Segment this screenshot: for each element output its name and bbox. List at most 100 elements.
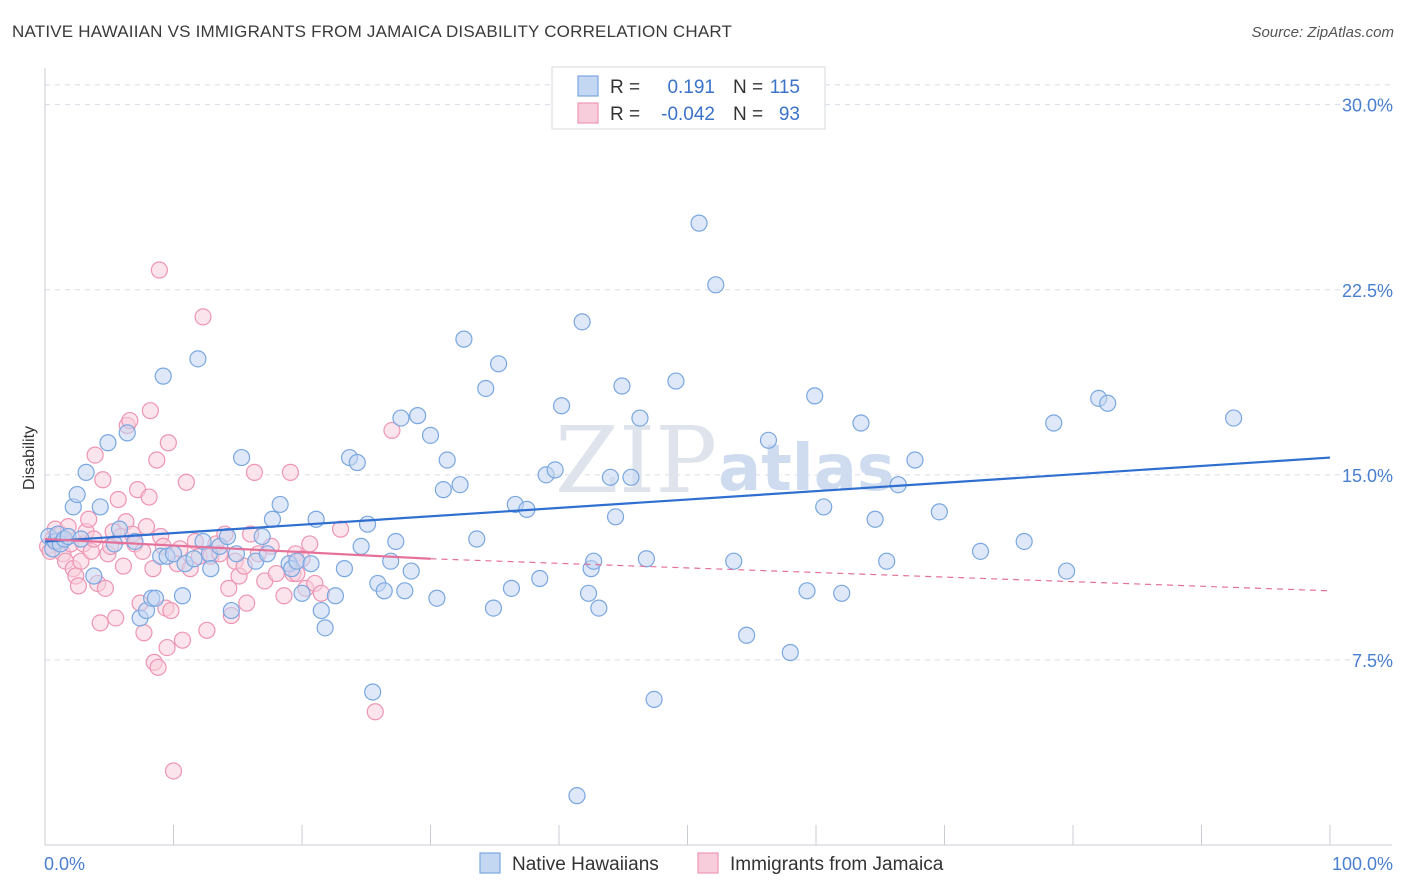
jamaica-point-42 [141,402,159,420]
hawaiian-point-104 [806,387,824,405]
trend-line-hawaiian [44,456,1331,543]
jamaica-point-19 [86,446,104,464]
hawaiian-point-101 [759,431,778,449]
hawaiian-point-75 [490,355,508,373]
hawaiian-point-94 [637,550,655,568]
hawaiian-point-11 [85,567,103,585]
hawaiian-point-62 [392,409,410,427]
hawaiian-point-74 [484,599,503,617]
hawaiian-point-40 [258,545,276,563]
y-tick-labels: 7.5% 15.0% 22.5% 30.0% [1342,96,1393,671]
hawaiian-point-10 [77,463,95,481]
legend-n-value-2: 93 [779,104,800,125]
hawaiian-point-96 [667,372,685,390]
jamaica-point-68 [220,579,238,597]
jamaica-point-21 [91,614,109,632]
jamaica-point-51 [158,638,176,657]
bottom-legend-swatch-jamaica [697,852,719,874]
hawaiian-point-108 [866,510,884,528]
hawaiian-point-42 [271,495,289,514]
hawaiian-point-70 [451,476,469,494]
trend-lines [44,456,1331,592]
hawaiian-point-89 [601,468,620,486]
jamaica-point-45 [148,451,166,469]
watermark: ZIP atlas [555,407,895,514]
hawaiian-point-23 [154,367,172,385]
series-legend: Native Hawaiians Immigrants from Jamaica [479,852,944,875]
jamaica-point-16 [80,510,98,528]
hawaiian-point-116 [1057,562,1076,580]
legend-r-value-2: -0.042 [661,104,715,125]
hawaiian-point-32 [202,560,220,578]
jamaica-point-43 [144,560,162,578]
series-jamaica-points [38,261,401,780]
hawaiian-point-87 [585,552,603,570]
x-tick-label-min: 0.0% [44,854,85,874]
hawaiian-point-93 [631,409,649,427]
hawaiian-point-109 [878,552,896,570]
hawaiian-point-102 [781,643,799,662]
hawaiian-point-118 [1099,394,1117,412]
hawaiian-point-64 [402,562,420,580]
legend-r-label-1: R = [610,77,640,98]
jamaica-point-91 [366,703,384,721]
trend-line-jamaica-dashed [430,558,1331,592]
chart-title: NATIVE HAWAIIAN VS IMMIGRANTS FROM JAMAI… [12,22,733,41]
jamaica-point-80 [275,587,293,605]
hawaiian-point-45 [288,552,306,570]
hawaiian-point-92 [622,468,640,486]
hawaiian-point-81 [546,461,564,479]
hawaiian-point-68 [434,481,452,499]
hawaiian-point-54 [348,453,366,472]
jamaica-point-63 [198,621,216,639]
jamaica-point-12 [69,577,88,595]
hawaiian-point-61 [387,532,405,551]
hawaiian-point-85 [579,584,598,602]
hawaiian-point-97 [690,214,708,232]
hawaiian-point-63 [396,582,414,600]
hawaiian-point-73 [477,379,495,398]
hawaiian-point-50 [316,619,334,637]
bottom-legend-label-jamaica: Immigrants from Jamaica [730,854,944,875]
jamaica-point-57 [173,631,192,649]
jamaica-point-27 [107,609,125,627]
hawaiian-point-66 [421,426,440,444]
hawaiian-point-91 [613,377,631,395]
hawaiian-point-111 [906,451,924,469]
hawaiian-point-46 [293,584,311,602]
hawaiian-point-57 [364,683,382,701]
trend-line-jamaica-solid [44,537,431,560]
legend-n-value-1: 115 [770,77,800,98]
jamaica-point-81 [281,463,300,481]
axes [44,68,1392,846]
hawaiian-point-17 [126,532,144,551]
hawaiian-point-90 [606,508,625,526]
y-tick-label-3: 30.0% [1342,96,1393,116]
jamaica-point-92 [383,421,401,440]
y-tick-label-2: 22.5% [1342,281,1393,301]
hawaiian-point-72 [468,530,486,548]
jamaica-point-52 [159,434,177,452]
hawaiian-point-105 [815,498,833,516]
jamaica-point-23 [96,579,114,597]
jamaica-point-58 [177,473,195,491]
legend-swatch-jamaica [577,102,599,124]
hawaiian-point-99 [725,552,743,570]
jamaica-point-54 [164,762,183,780]
y-axis-label: Disability [21,426,38,490]
hawaiian-point-15 [110,520,129,538]
hawaiian-point-47 [302,555,320,573]
hawaiian-point-79 [531,569,549,588]
hawaiian-point-39 [253,527,271,546]
hawaiian-point-71 [455,330,473,348]
hawaiian-point-56 [358,515,377,533]
hawaiian-point-35 [222,601,240,620]
hawaiian-point-114 [1015,532,1033,551]
hawaiian-point-113 [971,542,990,560]
legend-r-value-1: 0.191 [667,77,715,98]
hawaiian-point-83 [568,787,586,805]
hawaiian-point-59 [375,582,393,600]
jamaica-point-22 [94,471,112,489]
jamaica-point-46 [149,658,167,676]
hawaiian-point-52 [335,560,354,578]
